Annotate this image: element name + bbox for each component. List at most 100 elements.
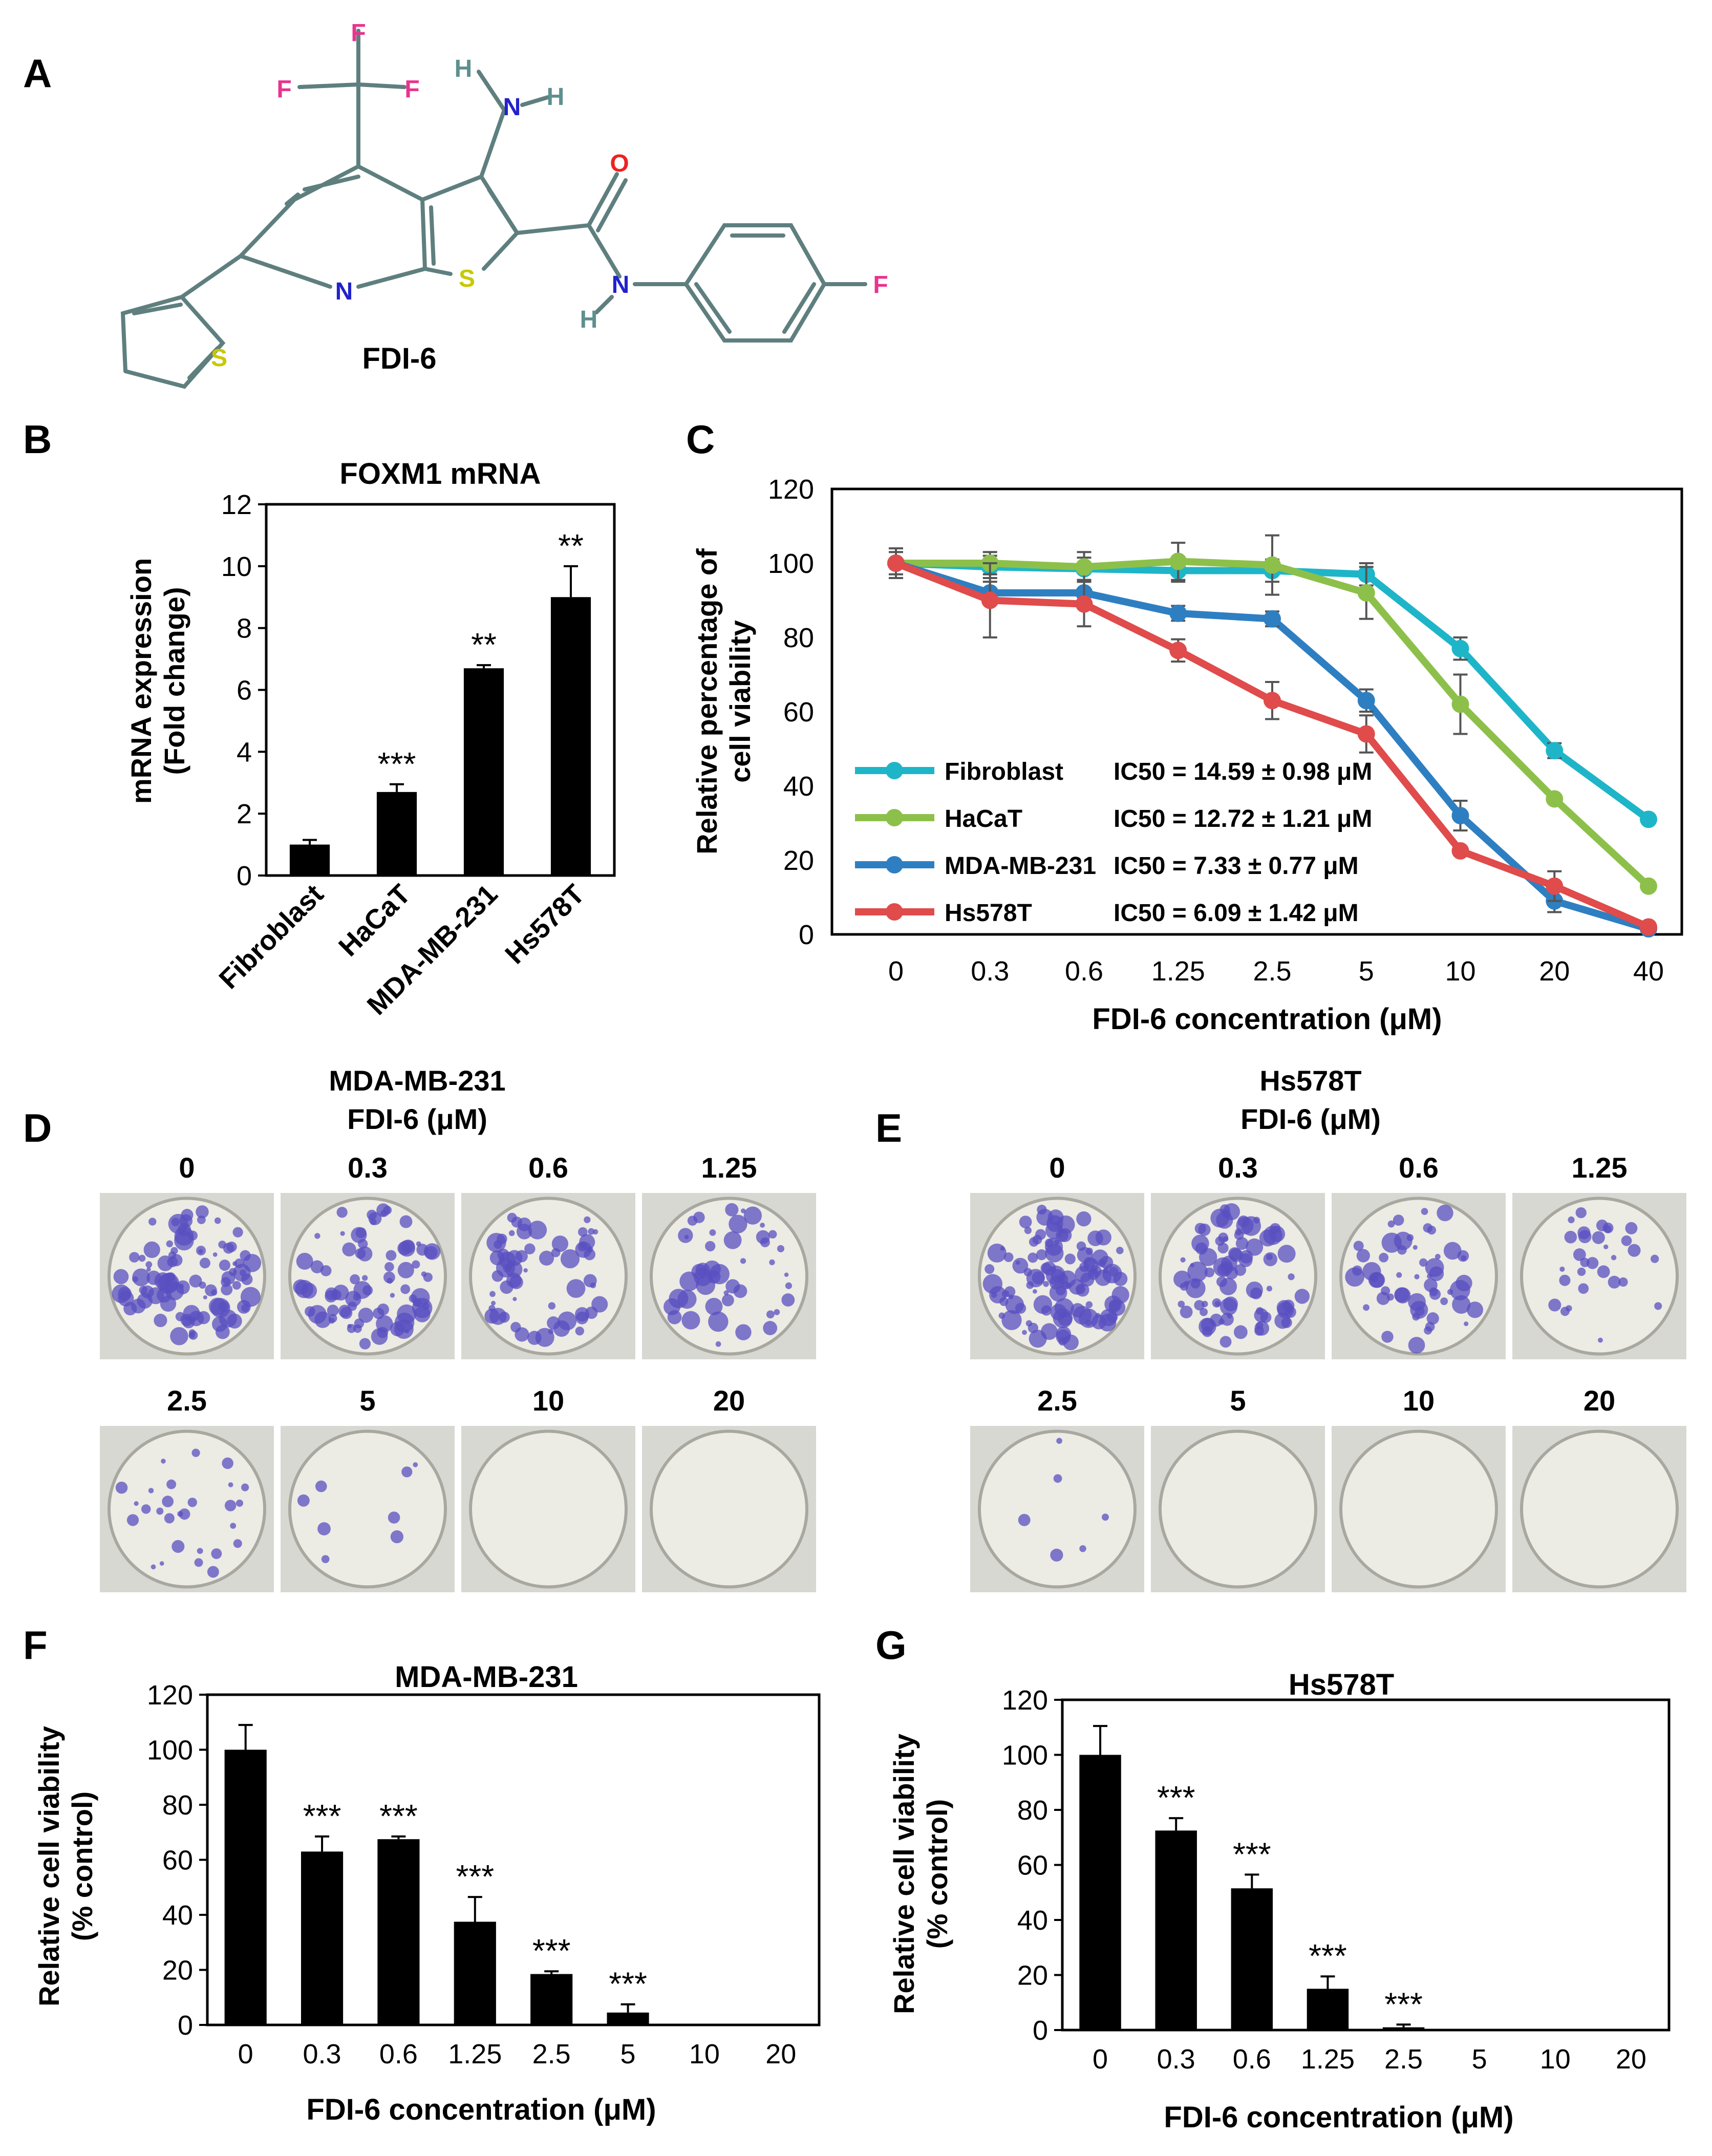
wellsD-colony-0-6 (138, 1254, 146, 1262)
wellsE-colony-2-50 (1387, 1293, 1394, 1301)
wellsD-colony-3-19 (677, 1289, 697, 1309)
chart-c-point-1-4 (1264, 556, 1281, 574)
panel-d-cell-title: MDA-MB-231 (329, 1064, 505, 1097)
panel-d-treatment: FDI-6 (μM) (347, 1103, 487, 1135)
wellsD-colony-3-40 (760, 1223, 765, 1228)
wellsE-colony-3-23 (1603, 1244, 1609, 1249)
wellsE-colony-1-40 (1294, 1289, 1310, 1304)
wellsE-colony-3-3 (1608, 1275, 1621, 1289)
chart-g-ytick-label-6: 120 (1002, 1685, 1048, 1716)
wellsE-colony-1-79 (1237, 1215, 1250, 1227)
atom-h-amine-2: H (547, 83, 565, 111)
wellsE-colony-2-52 (1394, 1231, 1413, 1250)
wellsD-colony-0-79 (191, 1316, 197, 1321)
chart-c-ytick-label-6: 120 (768, 474, 814, 505)
wellsE-dose-label-4: 2.5 (1037, 1384, 1077, 1417)
wellsD-colony-2-45 (489, 1291, 496, 1297)
chart-g: Hs578T Relative cell viability (% contro… (888, 1668, 1671, 2134)
wellsE-colony-3-0 (1559, 1274, 1571, 1286)
chart-b-ytick-label-1: 2 (237, 799, 252, 829)
chart-b-ylabel-2: (Fold change) (158, 587, 190, 775)
wellsD-dose-label-1: 0.3 (348, 1151, 388, 1184)
wellsD-colony-0-43 (203, 1295, 207, 1299)
wellsE-colony-0-106 (1098, 1314, 1117, 1332)
wellsE-colony-1-72 (1204, 1267, 1214, 1277)
chart-f-title: MDA-MB-231 (395, 1660, 578, 1694)
wellsD-colony-2-50 (584, 1248, 596, 1261)
colony-wells-mda: 0 0.3 0.6 1.25 2.5 5 10 20 (100, 1151, 816, 1592)
wellsD-colony-4-21 (166, 1479, 177, 1489)
chart-c-point-1-8 (1640, 877, 1657, 895)
wellsD-colony-2-20 (508, 1230, 515, 1236)
wellsE-colony-0-11 (985, 1264, 995, 1274)
chart-c-legend-name-3: Hs578T (945, 900, 1032, 927)
wellsE-colony-1-28 (1178, 1300, 1185, 1308)
chart-f-ylabel-1: Relative cell viability (33, 1726, 65, 2006)
chart-g-significance-1: *** (1157, 1779, 1195, 1816)
wellsD-colony-0-38 (189, 1274, 202, 1288)
chart-c-xtick-label-2: 0.6 (1065, 956, 1103, 987)
wellsE-colony-0-108 (1100, 1256, 1114, 1269)
wellsE-colony-0-1 (1032, 1289, 1037, 1294)
wellsD-colony-2-29 (583, 1274, 597, 1288)
wellsE-colony-0-97 (1076, 1241, 1086, 1251)
wellsD-colony-0-55 (113, 1269, 129, 1285)
atom-f-left: F (276, 76, 291, 103)
chart-f-ytick-label-4: 80 (162, 1790, 193, 1821)
chart-b-significance-1: *** (378, 745, 416, 782)
panel-label-f: F (23, 1623, 48, 1668)
wellsE-colony-1-30 (1254, 1308, 1269, 1322)
wellsE-dose-label-7: 20 (1583, 1384, 1615, 1417)
chart-c-legend-name-0: Fibroblast (945, 758, 1063, 785)
wellsD-colony-0-21 (132, 1268, 151, 1287)
wellsE-colony-2-18 (1440, 1297, 1448, 1305)
wellsE-colony-0-47 (1028, 1252, 1038, 1263)
wellsD-colony-2-59 (491, 1300, 496, 1306)
chart-f-plot-frame (206, 1693, 821, 2026)
wellsE-colony-3-24 (1577, 1267, 1586, 1276)
chart-c-point-3-6 (1451, 842, 1469, 860)
wellsD-colony-4-24 (141, 1504, 151, 1514)
fdi6-structure: F F F H N H O N S N H F S FDI-6 (120, 19, 888, 389)
wellsD-colony-3-42 (725, 1279, 740, 1294)
wellsD-dose-label-5: 5 (359, 1384, 375, 1417)
wellsE-colony-0-50 (987, 1243, 1007, 1263)
chart-c-xtick-label-1: 0.3 (971, 956, 1009, 987)
wellsE-colony-1-51 (1195, 1242, 1208, 1255)
wellsD-colony-4-10 (156, 1507, 164, 1515)
chart-c-xtick-label-5: 5 (1359, 956, 1374, 987)
chart-c-legend-ic50-2: IC50 = 7.33 ± 0.77 μM (1114, 852, 1359, 880)
wellsD-colony-1-9 (340, 1231, 345, 1236)
wellsE-colony-1-59 (1187, 1262, 1208, 1282)
wellsD-colony-1-37 (377, 1303, 389, 1316)
panel-label-a: A (23, 51, 52, 96)
wellsD-colony-0-30 (221, 1271, 236, 1285)
wellsD-colony-2-53 (585, 1306, 598, 1319)
wellsD-colony-2-43 (539, 1250, 554, 1266)
wellsD-colony-3-37 (760, 1237, 770, 1248)
wellsD-colony-5-2 (388, 1511, 400, 1524)
chart-g-ytick-label-0: 0 (1033, 2015, 1048, 2046)
wellsE-colony-3-17 (1573, 1248, 1586, 1261)
wellsE-colony-3-8 (1597, 1265, 1610, 1278)
wellsE-colony-0-99 (1108, 1267, 1119, 1277)
wellsE-colony-0-104 (1116, 1247, 1124, 1254)
chart-g-category-label-1: 0.3 (1157, 2044, 1195, 2075)
wellsE-well-7 (1520, 1429, 1679, 1589)
wellsD-colony-3-26 (766, 1310, 775, 1319)
wellsD-dose-label-0: 0 (179, 1151, 195, 1184)
chart-f-ytick-label-1: 20 (162, 1955, 193, 1986)
wellsE-colony-1-60 (1281, 1317, 1292, 1328)
wellsE-colony-0-95 (1015, 1303, 1026, 1314)
wellsD-colony-0-65 (239, 1269, 246, 1276)
chart-c-point-3-1 (981, 591, 999, 609)
chart-f-bar-4 (530, 1974, 573, 2025)
wellsD-colony-0-80 (219, 1309, 237, 1328)
wellsD-colony-5-7 (315, 1480, 327, 1492)
wellsD-colony-4-5 (241, 1483, 249, 1491)
chart-b: FOXM1 mRNA mRNA expression (Fold change)… (125, 457, 616, 1021)
panel-label-d: D (23, 1105, 52, 1150)
wellsD-colony-3-32 (693, 1211, 705, 1224)
wellsE-colony-0-78 (1047, 1209, 1064, 1226)
chart-b-significance-2: ** (471, 626, 497, 663)
